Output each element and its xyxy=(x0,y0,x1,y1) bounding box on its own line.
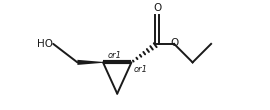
Text: or1: or1 xyxy=(108,51,122,60)
Text: or1: or1 xyxy=(133,65,147,74)
Text: O: O xyxy=(153,3,161,13)
Text: O: O xyxy=(170,38,178,48)
Polygon shape xyxy=(77,60,103,65)
Text: HO: HO xyxy=(36,39,52,49)
